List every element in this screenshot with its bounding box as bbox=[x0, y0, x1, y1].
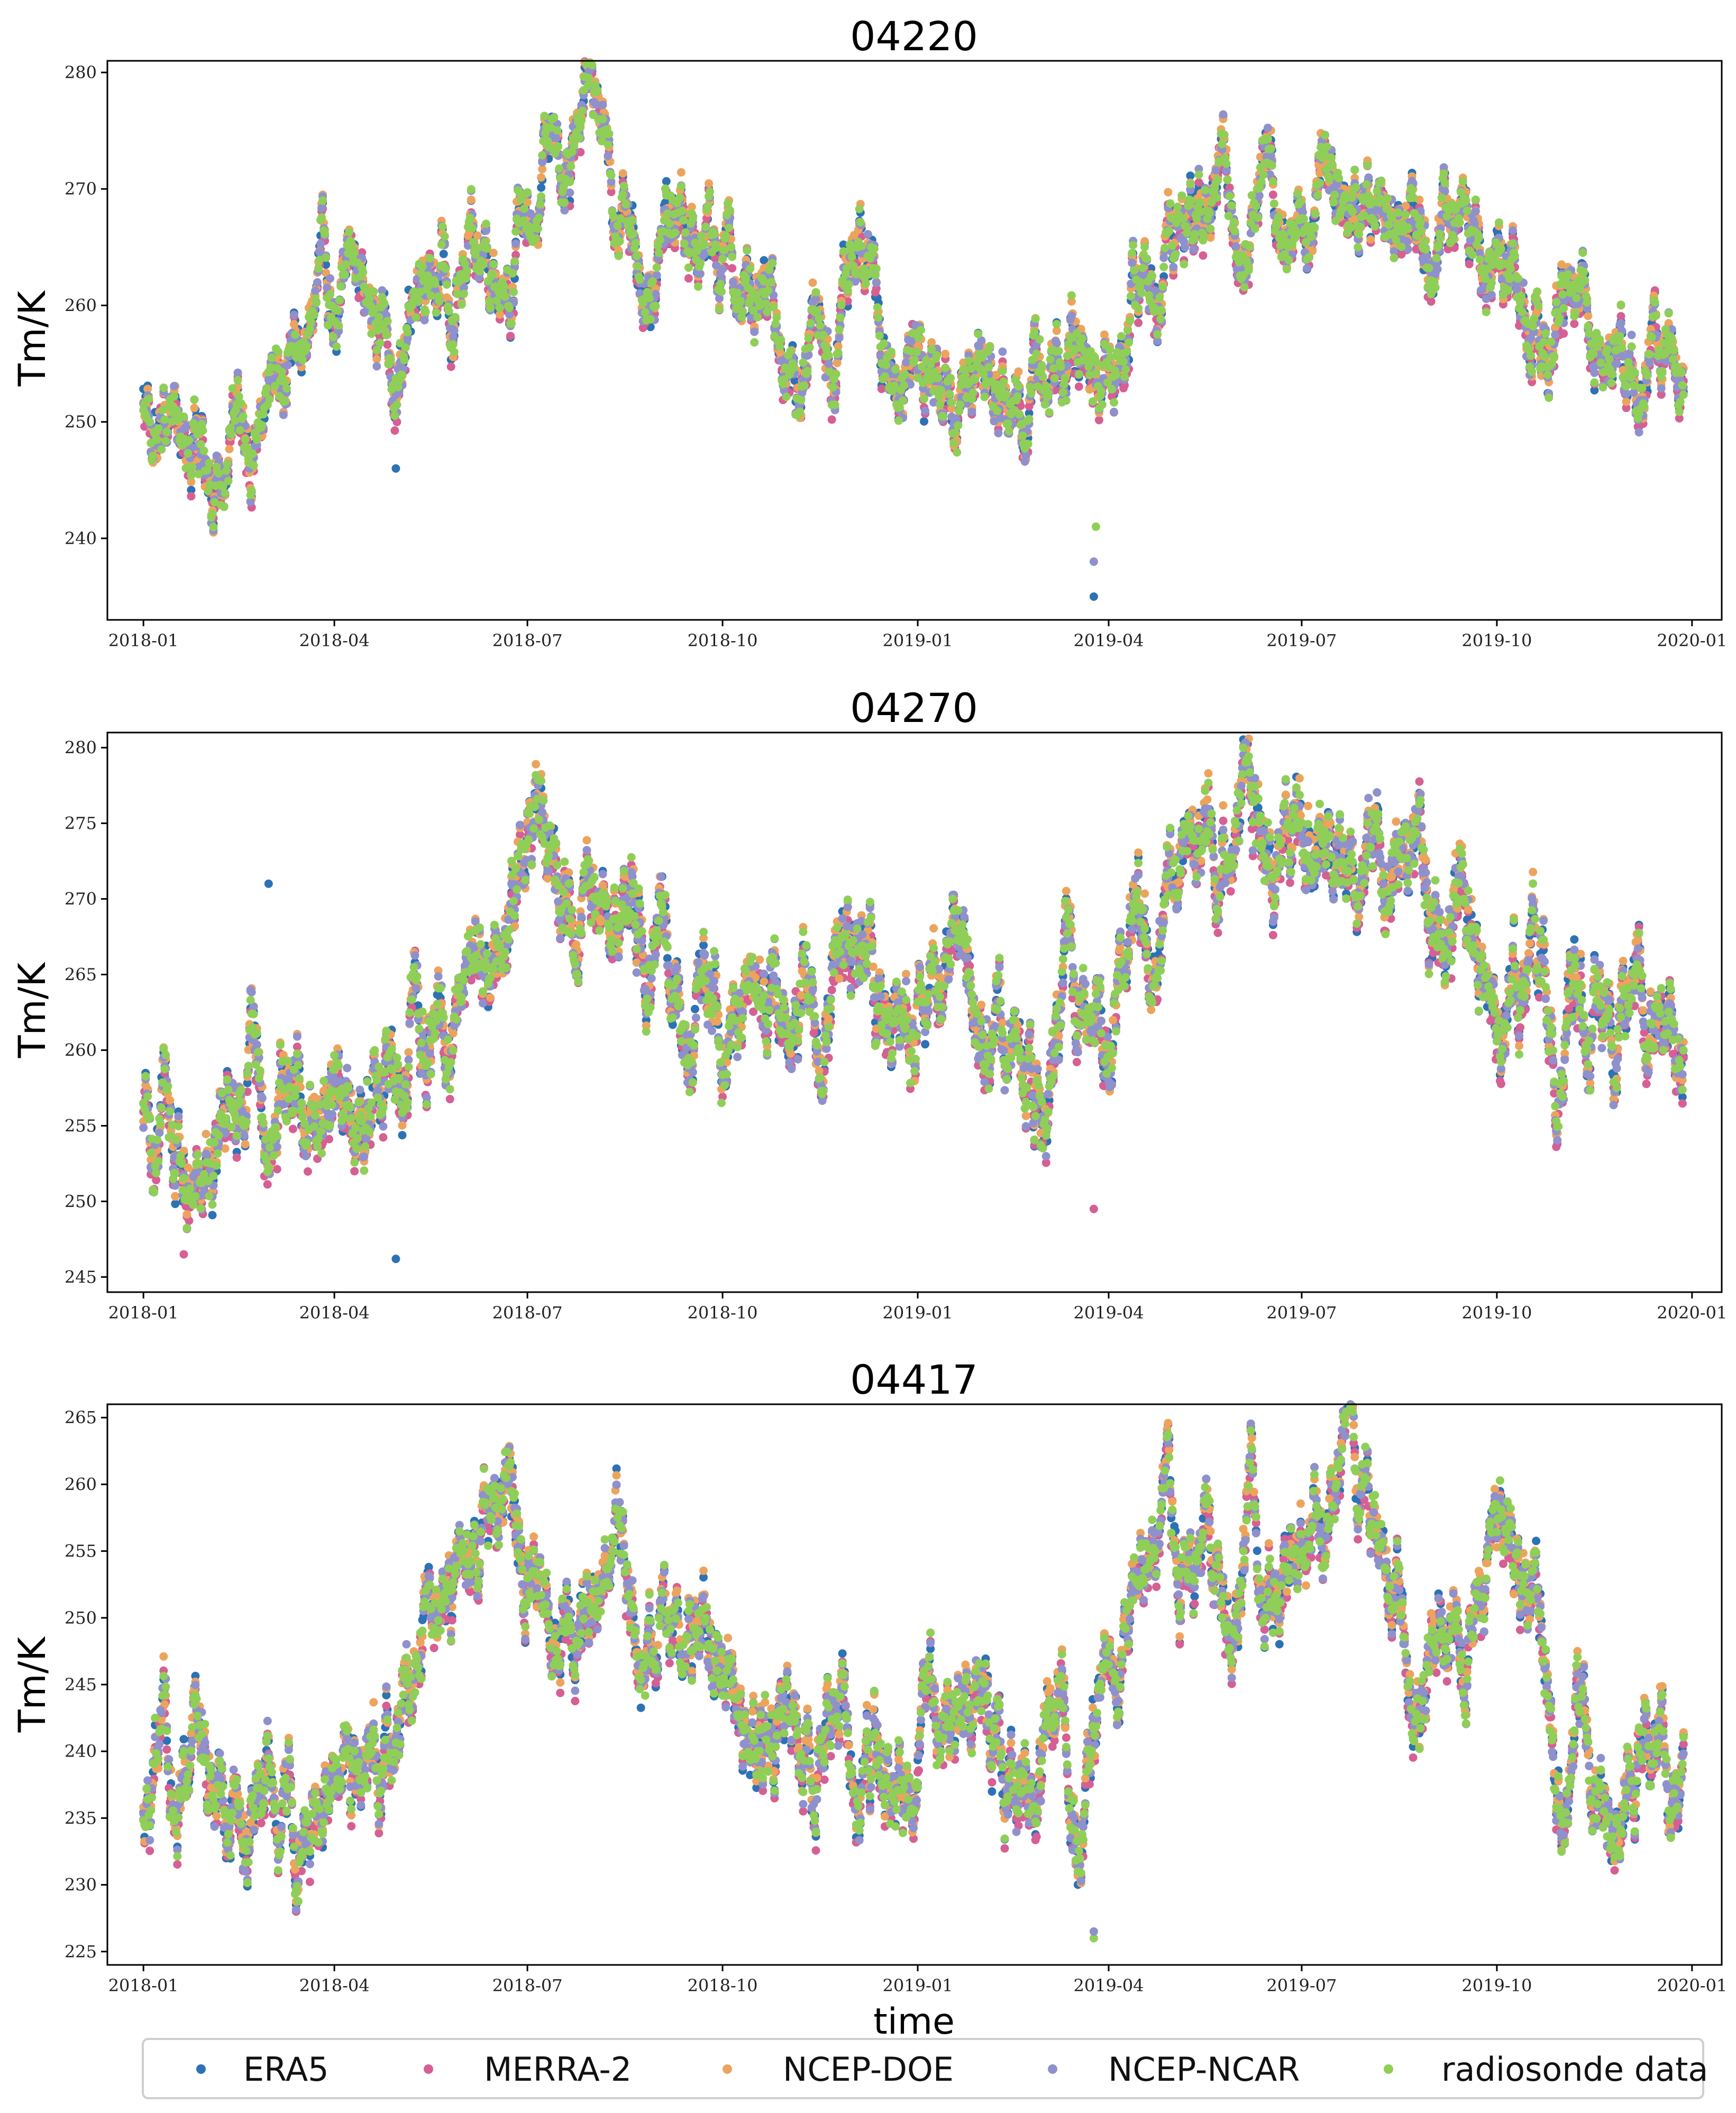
data-point bbox=[225, 445, 234, 453]
panel-1-ylabel: Tm/K bbox=[11, 290, 54, 387]
data-point bbox=[863, 230, 872, 239]
y-tick-label: 260 bbox=[65, 295, 97, 315]
data-point bbox=[808, 278, 817, 287]
y-tick-label: 280 bbox=[65, 62, 97, 83]
data-point bbox=[1366, 235, 1375, 244]
data-point bbox=[1465, 260, 1474, 269]
data-point bbox=[1194, 178, 1203, 187]
data-point bbox=[967, 407, 976, 416]
data-point bbox=[233, 368, 242, 377]
y-tick-label: 240 bbox=[65, 528, 97, 548]
x-tick-label: 2019-07 bbox=[1266, 630, 1337, 651]
data-point bbox=[677, 168, 686, 177]
panel-1-xticks: 2018-01 2018-04 2018-07 2018-10 2019-01 2019-… bbox=[108, 620, 1727, 651]
data-point bbox=[1067, 311, 1076, 320]
data-point bbox=[170, 381, 179, 390]
x-tick-label: 2020-01 bbox=[1657, 630, 1727, 651]
data-point bbox=[662, 177, 671, 186]
data-point bbox=[618, 169, 627, 178]
data-point bbox=[313, 278, 322, 287]
data-point bbox=[941, 350, 950, 359]
x-tick-label: 2019-01 bbox=[883, 630, 953, 651]
data-point bbox=[718, 264, 727, 273]
data-point bbox=[1584, 312, 1593, 321]
y-tick-label: 270 bbox=[65, 179, 97, 199]
data-point bbox=[877, 385, 886, 394]
data-point bbox=[450, 326, 459, 335]
data-point bbox=[902, 358, 910, 367]
data-point bbox=[1014, 367, 1023, 376]
data-point bbox=[565, 188, 574, 197]
data-point bbox=[835, 333, 844, 342]
data-point bbox=[279, 410, 288, 419]
data-point bbox=[537, 173, 546, 182]
x-tick-label: 2018-10 bbox=[688, 630, 758, 651]
y-tick-label: 250 bbox=[65, 412, 97, 432]
data-point bbox=[1134, 318, 1143, 327]
data-point bbox=[1622, 397, 1631, 406]
x-tick-label: 2018-07 bbox=[492, 630, 563, 651]
panel-1-yticks: 240 250 260 270 280 bbox=[65, 62, 107, 548]
data-point bbox=[316, 239, 325, 248]
data-point bbox=[827, 415, 836, 424]
data-point bbox=[383, 340, 392, 349]
x-tick-label: 2019-04 bbox=[1073, 630, 1144, 651]
data-point bbox=[824, 359, 833, 368]
data-point bbox=[728, 264, 737, 273]
data-point bbox=[322, 260, 331, 269]
data-point bbox=[920, 417, 928, 426]
data-point bbox=[467, 195, 476, 204]
data-point bbox=[1427, 297, 1436, 306]
data-point bbox=[872, 278, 881, 287]
data-point bbox=[420, 316, 429, 325]
x-tick-label: 2018-01 bbox=[108, 630, 179, 651]
data-point bbox=[1094, 416, 1103, 425]
data-point bbox=[700, 250, 709, 259]
data-point bbox=[604, 151, 613, 160]
data-point bbox=[994, 428, 1003, 437]
data-point bbox=[326, 274, 335, 283]
data-point bbox=[317, 204, 326, 213]
x-tick-label: 2019-10 bbox=[1461, 630, 1532, 651]
panel-1-title: 04220 bbox=[850, 13, 978, 60]
data-point bbox=[311, 287, 319, 295]
data-point bbox=[1164, 188, 1173, 197]
data-point bbox=[833, 359, 842, 368]
data-point bbox=[705, 179, 713, 188]
data-point bbox=[289, 310, 298, 319]
data-point bbox=[283, 361, 292, 370]
data-point bbox=[998, 347, 1007, 356]
data-point bbox=[560, 206, 569, 215]
data-point bbox=[552, 134, 561, 142]
data-point bbox=[1268, 190, 1277, 199]
x-tick-label: 2018-04 bbox=[299, 630, 370, 651]
data-point bbox=[187, 492, 196, 501]
data-point bbox=[1199, 251, 1208, 260]
data-point bbox=[598, 100, 607, 109]
data-point bbox=[750, 327, 759, 336]
data-point bbox=[511, 239, 520, 248]
data-point bbox=[390, 426, 399, 435]
data-point bbox=[506, 332, 515, 341]
data-point bbox=[1074, 382, 1083, 391]
panel-1-points bbox=[139, 57, 1688, 601]
data-point bbox=[537, 183, 546, 192]
data-point bbox=[439, 250, 448, 259]
data-point bbox=[187, 486, 196, 495]
data-point bbox=[1559, 329, 1568, 338]
data-point bbox=[372, 362, 381, 371]
data-point bbox=[684, 274, 693, 283]
data-point bbox=[190, 404, 199, 413]
data-point bbox=[921, 406, 930, 415]
data-point bbox=[446, 362, 455, 371]
data-point bbox=[1570, 319, 1579, 328]
